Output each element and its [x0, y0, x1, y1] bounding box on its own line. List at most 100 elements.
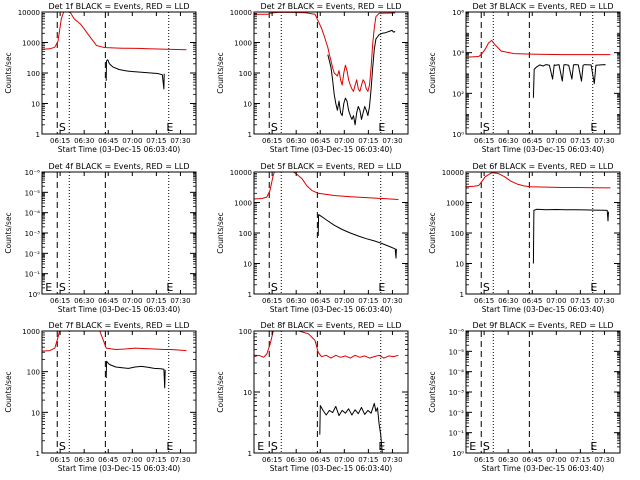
- x-tick-label: 07:30: [170, 456, 190, 464]
- chart-panel: Det 5f BLACK = Events, RED = LLD S E 06:15 0…: [216, 162, 409, 314]
- x-tick-label: 06:30: [498, 137, 518, 145]
- x-tick-label: 07:15: [570, 297, 590, 305]
- x-axis-label: Start Time (03-Dec-15 06:03:40): [58, 145, 180, 154]
- chart-panel: Det 1f BLACK = Events, RED = LLD S E 06:15 0…: [4, 2, 197, 154]
- chart-panel: Det 7f BLACK = Events, RED = LLD S E 06:15 0…: [4, 321, 197, 473]
- plot-frame: [41, 330, 197, 454]
- plot-data-layer: [480, 331, 594, 453]
- x-tick-label: 06:15: [262, 297, 282, 305]
- end-marker-label: E: [590, 281, 597, 294]
- plot-frame: [465, 330, 621, 454]
- y-tick-label: 10⁻²: [25, 250, 41, 258]
- x-tick-label: 07:00: [546, 297, 566, 305]
- y-tick-label: 10⁰: [452, 131, 464, 139]
- events-series-line: [105, 59, 165, 90]
- start-marker-label: S: [483, 281, 490, 294]
- y-tick-label: 10⁻¹: [25, 271, 41, 279]
- x-axis-label: Start Time (03-Dec-15 06:03:40): [270, 305, 392, 314]
- start-marker-label: S: [271, 121, 278, 134]
- x-tick-label: 06:15: [474, 297, 494, 305]
- y-tick-label: 1: [36, 131, 40, 139]
- x-tick-label: 06:45: [522, 456, 542, 464]
- y-tick-label: 10⁶: [452, 9, 464, 17]
- y-tick-label: 1: [460, 291, 464, 299]
- y-tick-label: 10: [31, 101, 40, 109]
- y-tick-label: 10: [243, 389, 252, 397]
- lld-series-line: [42, 331, 187, 352]
- chart-title: Det 4f BLACK = Events, RED = LLD: [48, 162, 189, 171]
- x-tick-label: 07:15: [570, 137, 590, 145]
- start-marker-label: S: [59, 440, 66, 453]
- x-tick-label: 06:45: [98, 456, 118, 464]
- x-tick-label: 07:15: [570, 456, 590, 464]
- y-tick-label: 10⁰: [28, 291, 40, 299]
- x-tick-label: 06:45: [310, 297, 330, 305]
- start-marker-label: S: [483, 121, 490, 134]
- y-tick-label: 10²: [452, 90, 464, 98]
- x-tick-label: 07:15: [146, 456, 166, 464]
- x-tick-label: 06:30: [74, 297, 94, 305]
- start-marker-label: S: [271, 440, 278, 453]
- start-marker-label: S: [59, 121, 66, 134]
- plot-frame: [253, 171, 409, 295]
- y-tick-label: 10⁻¹: [449, 430, 465, 438]
- y-axis-label: Counts/sec: [428, 52, 437, 93]
- x-axis-label: Start Time (03-Dec-15 06:03:40): [58, 305, 180, 314]
- y-tick-label: 10000: [442, 169, 464, 177]
- x-tick-label: 07:15: [358, 297, 378, 305]
- events-series-line: [319, 402, 383, 453]
- plot-data-layer: [254, 172, 399, 294]
- end-marker-label: E: [166, 121, 173, 134]
- chart-title: Det 6f BLACK = Events, RED = LLD: [472, 162, 613, 171]
- x-tick-label: 06:45: [98, 137, 118, 145]
- y-tick-label: 100: [239, 70, 252, 78]
- y-tick-label: 10: [243, 261, 252, 269]
- x-tick-label: 06:15: [50, 456, 70, 464]
- x-tick-label: 07:30: [382, 137, 402, 145]
- y-axis-label: Counts/sec: [4, 52, 13, 93]
- y-tick-label: 10⁻³: [449, 389, 465, 397]
- y-tick-label: 10⁻⁵: [25, 189, 41, 197]
- y-axis-label: Counts/sec: [4, 371, 13, 412]
- x-tick-label: 07:30: [382, 297, 402, 305]
- end-marker-label: E: [45, 281, 52, 294]
- chart-title: Det 9f BLACK = Events, RED = LLD: [472, 321, 613, 330]
- y-tick-label: 1: [248, 291, 252, 299]
- x-tick-label: 07:30: [594, 297, 614, 305]
- x-tick-label: 06:45: [522, 297, 542, 305]
- lld-series-line: [254, 331, 399, 359]
- x-tick-label: 06:30: [74, 137, 94, 145]
- y-tick-label: 1000: [22, 40, 40, 48]
- x-tick-label: 06:15: [262, 137, 282, 145]
- lld-series-line: [254, 172, 399, 200]
- y-tick-label: 100: [27, 70, 40, 78]
- end-marker-label: E: [257, 440, 264, 453]
- chart-panel: Det 3f BLACK = Events, RED = LLD S E 06:15 0…: [428, 2, 621, 154]
- chart-title: Det 2f BLACK = Events, RED = LLD: [260, 2, 401, 11]
- events-series-line: [532, 64, 606, 98]
- lld-series-line: [254, 12, 396, 92]
- x-tick-label: 06:30: [74, 456, 94, 464]
- start-marker-label: S: [271, 281, 278, 294]
- chart-title: Det 5f BLACK = Events, RED = LLD: [260, 162, 401, 171]
- x-axis-label: Start Time (03-Dec-15 06:03:40): [482, 305, 604, 314]
- end-marker-label: E: [378, 440, 385, 453]
- y-tick-label: 100: [239, 230, 252, 238]
- x-tick-label: 07:00: [122, 137, 142, 145]
- x-tick-label: 06:45: [310, 456, 330, 464]
- y-tick-label: 100: [239, 328, 252, 336]
- events-series-line: [532, 208, 609, 264]
- lld-series-line: [42, 12, 187, 51]
- x-tick-label: 06:15: [474, 137, 494, 145]
- y-axis-label: Counts/sec: [428, 371, 437, 412]
- x-tick-label: 06:45: [310, 137, 330, 145]
- events-series-line: [317, 214, 397, 259]
- x-axis-label: Start Time (03-Dec-15 06:03:40): [482, 145, 604, 154]
- plot-data-layer: [42, 12, 187, 134]
- x-tick-label: 07:15: [146, 297, 166, 305]
- lld-series-line: [466, 39, 611, 58]
- y-axis-label: Counts/sec: [428, 212, 437, 253]
- x-tick-label: 06:15: [50, 297, 70, 305]
- plot-data-layer: [42, 331, 187, 453]
